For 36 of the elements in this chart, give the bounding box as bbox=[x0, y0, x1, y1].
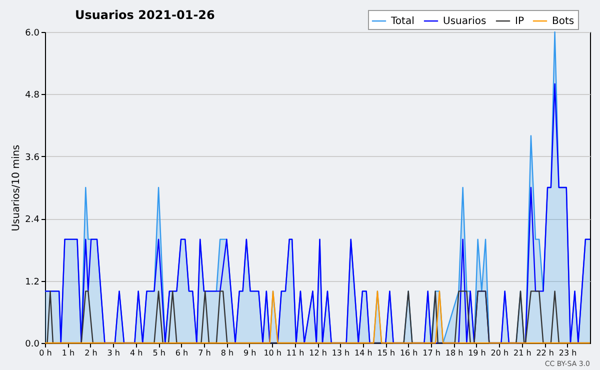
legend-label: IP bbox=[515, 16, 524, 27]
x-tick-label: 7 h bbox=[198, 348, 211, 358]
x-tick-label: 23 h bbox=[558, 348, 577, 358]
y-axis-title: Usuarios/10 mins bbox=[11, 144, 22, 232]
legend-label: Bots bbox=[552, 16, 574, 27]
y-tick-label: 1.2 bbox=[25, 277, 40, 288]
x-tick-label: 18 h bbox=[445, 348, 464, 358]
x-tick-label: 15 h bbox=[377, 348, 396, 358]
x-tick-label: 6 h bbox=[175, 348, 188, 358]
x-tick-label: 2 h bbox=[84, 348, 98, 358]
x-tick-label: 10 h bbox=[264, 348, 282, 358]
y-tick-label: 6.0 bbox=[25, 28, 40, 38]
x-tick-label: 17 h bbox=[422, 348, 440, 358]
x-tick-label: 0 h bbox=[39, 348, 52, 358]
chart-title: Usuarios 2021-01-26 bbox=[75, 8, 215, 22]
x-tick-label: 1 h bbox=[62, 348, 75, 358]
x-tick-label: 22 h bbox=[536, 348, 554, 358]
x-tick-label: 11 h bbox=[286, 348, 304, 358]
legend-label: Total bbox=[390, 16, 414, 27]
x-tick-label: 21 h bbox=[513, 348, 532, 358]
x-tick-label: 12 h bbox=[309, 348, 327, 358]
y-tick-label: 0.0 bbox=[25, 340, 40, 350]
x-tick-label: 13 h bbox=[332, 348, 350, 358]
legend-label: Usuarios bbox=[443, 16, 486, 27]
y-tick-label: 4.8 bbox=[25, 90, 40, 101]
y-tick-label: 2.4 bbox=[25, 215, 40, 226]
y-tick-label: 3.6 bbox=[25, 152, 40, 163]
x-tick-label: 5 h bbox=[152, 348, 166, 358]
x-tick-label: 20 h bbox=[490, 348, 509, 358]
x-tick-label: 19 h bbox=[468, 348, 486, 358]
x-tick-label: 3 h bbox=[107, 348, 120, 358]
x-tick-label: 9 h bbox=[244, 348, 256, 358]
x-tick-label: 14 h bbox=[354, 348, 372, 358]
x-tick-label: 4 h bbox=[130, 348, 143, 358]
x-tick-label: 16 h bbox=[400, 348, 418, 358]
x-tick-label: 8 h bbox=[220, 348, 234, 358]
